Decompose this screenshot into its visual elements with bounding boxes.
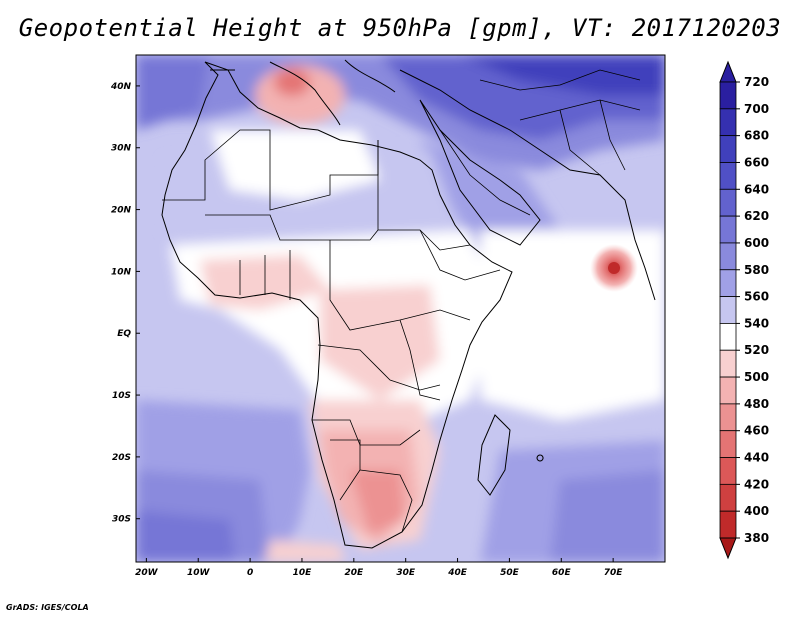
lon-tick-label: 20E	[344, 568, 364, 578]
lat-tick-label: 10N	[111, 267, 132, 277]
lon-tick-label: 60E	[552, 568, 572, 578]
colorbar-swatch	[719, 403, 737, 432]
lat-tick-label: 40N	[110, 82, 132, 92]
lon-tick-label: 20W	[135, 568, 159, 578]
lon-tick-label: 0	[247, 568, 253, 578]
low-core	[608, 262, 620, 274]
colorbar-swatch	[719, 188, 737, 217]
colorbar-arrow-bottom	[719, 537, 737, 560]
colorbar-label: 640	[744, 182, 769, 196]
lat-tick-label: 20N	[111, 206, 132, 216]
colorbar-label: 420	[744, 477, 769, 491]
colorbar-swatch	[719, 457, 737, 485]
height-field-shading	[136, 55, 665, 562]
colorbar: 720 700 680 660 640 620 600 580 560 540 520 500 480 4…	[719, 60, 769, 560]
colorbar-swatch	[719, 135, 737, 163]
colorbar-label: 480	[744, 397, 769, 411]
lat-tick-label: EQ	[117, 329, 131, 339]
colorbar-label: 660	[744, 155, 769, 169]
colorbar-label: 700	[744, 102, 769, 116]
colorbar-label: 440	[744, 451, 769, 465]
colorbar-label: 560	[744, 290, 769, 304]
colorbar-label: 400	[744, 504, 769, 518]
credit-text: GrADS: IGES/COLA	[6, 603, 89, 612]
colorbar-label: 620	[744, 209, 769, 223]
lon-tick-label: 70E	[604, 568, 624, 578]
map-field	[136, 55, 665, 562]
lon-tick-label: 40E	[447, 568, 468, 578]
country-borders	[162, 69, 641, 533]
colorbar-label: 600	[744, 236, 769, 250]
colorbar-arrow-top	[719, 60, 737, 83]
lon-tick-label: 10E	[293, 568, 313, 578]
colorbar-label: 380	[744, 531, 769, 545]
lon-tick-label: 50E	[500, 568, 520, 578]
lat-tick-label: 30S	[112, 515, 131, 525]
coastlines	[161, 59, 656, 549]
colorbar-label: 540	[744, 316, 769, 330]
colorbar-swatch	[719, 349, 737, 378]
colorbar-label: 680	[744, 129, 769, 143]
colorbar-swatch	[719, 296, 737, 324]
latitude-axis: 40N 30N 20N 10N EQ 10S 20S 30S	[110, 82, 140, 525]
colorbar-swatch	[719, 376, 737, 405]
colorbar-label: 720	[744, 75, 769, 89]
longitude-axis: 20W 10W 0 10E 20E 30E 40E 50E 60E 70E	[135, 558, 623, 578]
colorbar-swatch	[719, 242, 737, 271]
colorbar-label: 460	[744, 424, 769, 438]
colorbar-swatch	[719, 430, 737, 458]
colorbar-swatch	[719, 81, 737, 110]
lon-tick-label: 10W	[187, 568, 211, 578]
map-frame	[135, 54, 666, 563]
colorbar-swatch	[719, 483, 737, 512]
lat-tick-label: 10S	[112, 391, 131, 401]
colorbar-swatch	[719, 269, 737, 297]
lat-tick-label: 30N	[111, 144, 132, 154]
map-title: Geopotential Height at 950hPa [gpm], VT:…	[18, 14, 782, 42]
colorbar-label: 520	[744, 343, 769, 357]
colorbar-swatch	[719, 323, 737, 351]
colorbar-swatch	[719, 162, 737, 190]
colorbar-swatch	[719, 510, 737, 539]
lon-tick-label: 30E	[396, 568, 416, 578]
colorbar-label: 580	[744, 263, 769, 277]
colorbar-swatch	[719, 215, 737, 244]
colorbar-label: 500	[744, 370, 769, 384]
lat-tick-label: 20S	[112, 453, 131, 463]
colorbar-swatch	[719, 108, 737, 137]
